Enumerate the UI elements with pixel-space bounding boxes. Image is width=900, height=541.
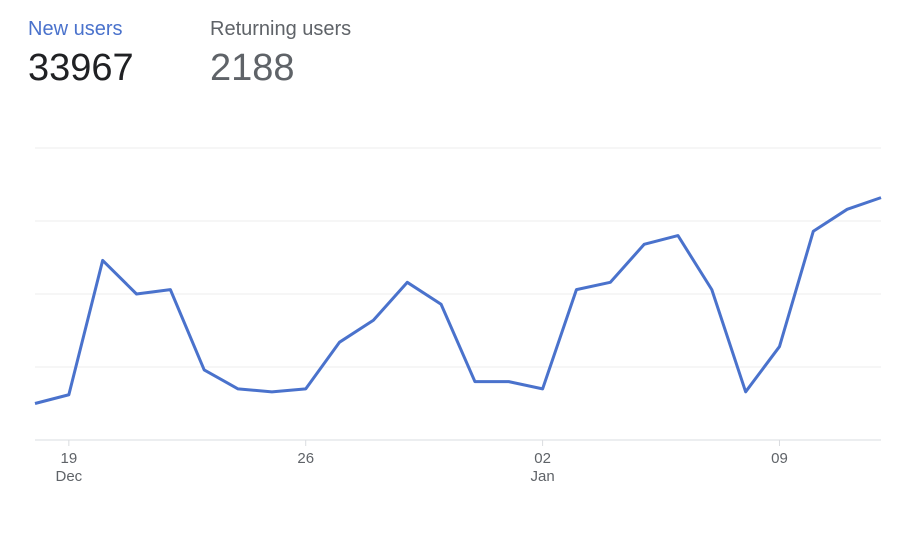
metric-label: Returning users [210,18,352,40]
metric-new-users[interactable]: New users 33967 [28,18,134,90]
metric-returning-users[interactable]: Returning users 2188 [210,18,351,90]
metric-value: 33967 [28,47,134,89]
x-tick-label: 09 [771,450,788,467]
x-tick-label: 26 [297,450,314,467]
metric-label: New users [28,18,123,40]
x-tick-label: 19 [60,450,77,467]
x-tick-sublabel: Jan [531,468,555,485]
line-series [34,196,882,405]
x-tick-label: 02 [534,450,551,467]
metric-value: 2188 [210,47,295,89]
x-tick-sublabel: Dec [55,468,82,485]
